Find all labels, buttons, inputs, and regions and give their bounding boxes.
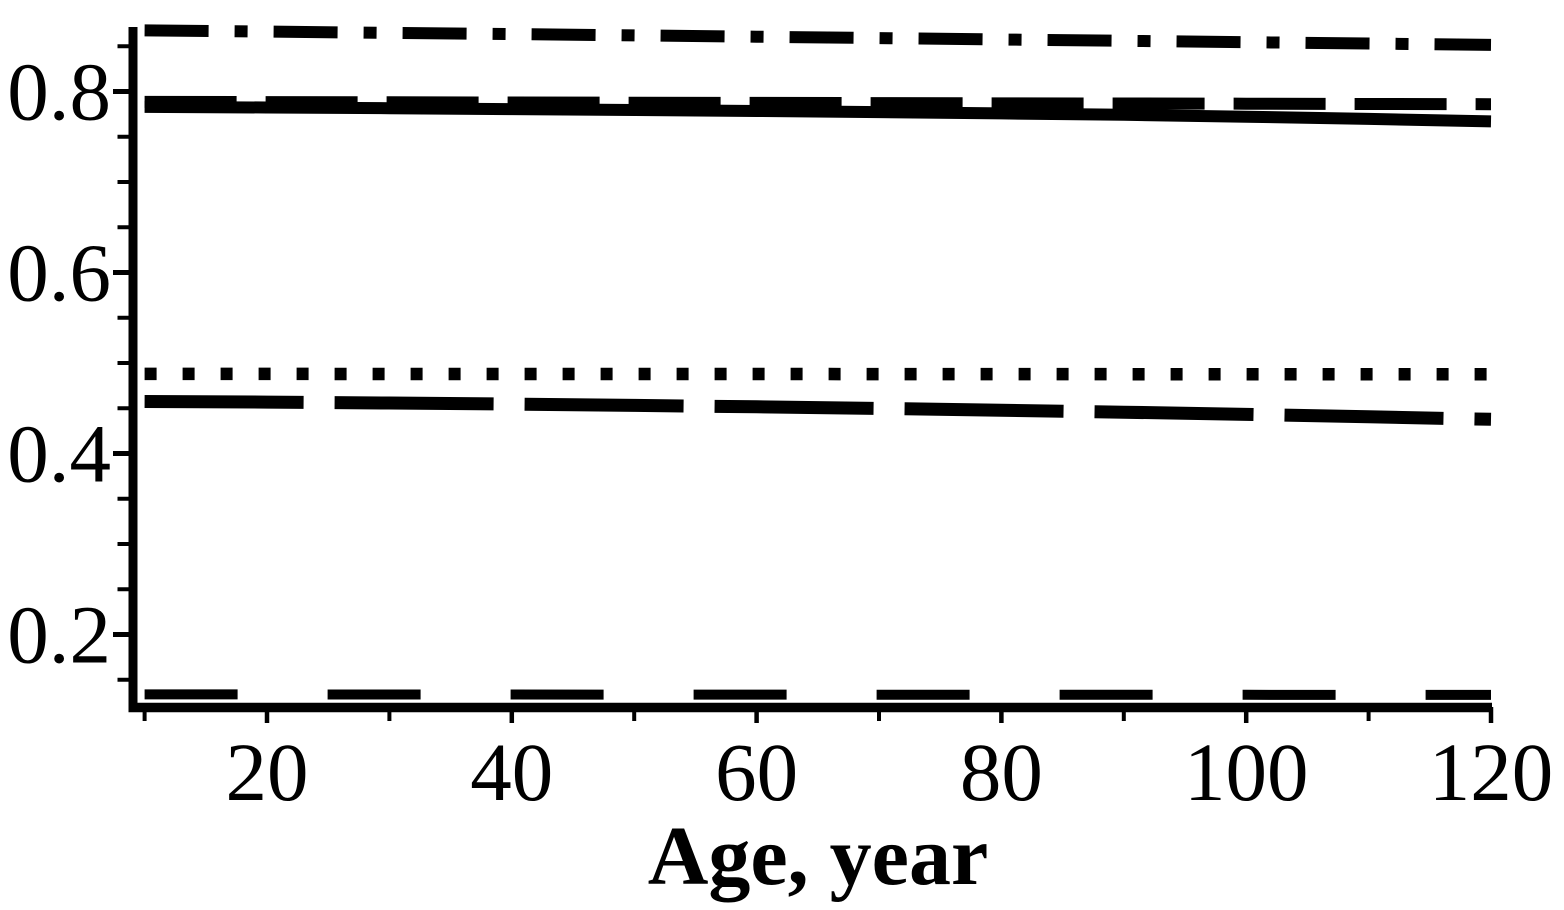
curve-top-dash-dot bbox=[144, 24, 1492, 51]
y-tick-label-1: 0.6 bbox=[7, 227, 111, 319]
y-axis: 0.8 0.6 0.4 0.2 bbox=[7, 27, 138, 712]
y-tick-label-3: 0.2 bbox=[7, 589, 111, 681]
plot-series bbox=[144, 24, 1492, 700]
x-tick-label-0: 20 bbox=[226, 726, 309, 818]
curve-solid bbox=[144, 100, 1492, 128]
curve-upper-long-dash bbox=[144, 95, 1492, 111]
curve-middle-long-dash bbox=[144, 395, 1492, 426]
x-axis-title: Age, year bbox=[648, 810, 989, 903]
x-tick-label-3: 80 bbox=[960, 726, 1043, 818]
curve-bottom-spaced-dash bbox=[144, 689, 1491, 700]
y-tick-label-2: 0.4 bbox=[7, 408, 111, 500]
x-tick-label-5: 120 bbox=[1429, 726, 1554, 818]
x-axis: 20 40 60 80 100 120 Age, year bbox=[128, 702, 1554, 903]
x-tick-label-1: 40 bbox=[470, 726, 553, 818]
y-tick-label-0: 0.8 bbox=[7, 46, 111, 138]
x-tick-label-4: 100 bbox=[1184, 726, 1309, 818]
x-tick-label-2: 60 bbox=[715, 726, 798, 818]
